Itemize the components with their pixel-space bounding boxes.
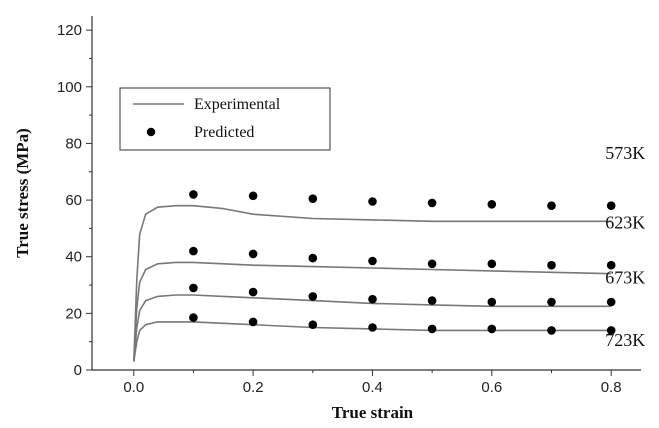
temperature-label: 573K [605, 143, 645, 163]
predicted-point-723K [487, 324, 497, 334]
y-tick-label: 20 [65, 305, 82, 322]
temperature-labels: 573K 623K 673K 723K [605, 143, 645, 350]
predicted-point-623K [427, 259, 437, 269]
predicted-point-723K [308, 320, 318, 330]
y-tick-label: 40 [65, 249, 82, 266]
temperature-label: 673K [605, 268, 645, 288]
predicted-point-623K [487, 259, 497, 269]
predicted-point-573K [189, 190, 198, 199]
predicted-point-673K [606, 297, 616, 307]
axes: 0.0 0.2 0.4 0.6 0.8 0 20 40 60 80 100 120 True strai… [13, 16, 641, 422]
legend-label-predicted: Predicted [194, 124, 254, 141]
predicted-point-673K [487, 297, 497, 307]
predicted-point-723K [606, 326, 616, 335]
predicted-point-723K [248, 317, 258, 327]
experimental-line-623K [133, 261, 612, 362]
legend: Experimental Predicted [119, 87, 331, 151]
predicted-point-673K [547, 297, 556, 307]
y-tick-label: 80 [65, 135, 82, 152]
predicted-point-623K [248, 249, 258, 259]
y-tick-label: 60 [65, 192, 82, 209]
temperature-label: 723K [605, 330, 645, 350]
experimental-lines [133, 204, 612, 362]
predicted-point-673K [368, 294, 377, 304]
predicted-point-673K [189, 283, 198, 293]
legend-dot-swatch [146, 127, 156, 137]
y-tick-label: 100 [57, 79, 82, 96]
x-tick-label: 0.8 [601, 379, 622, 396]
predicted-point-573K [368, 197, 377, 206]
x-tick-label: 0.0 [123, 379, 144, 396]
x-tick-label: 0.4 [362, 379, 383, 396]
predicted-point-673K [248, 287, 258, 297]
predicted-point-623K [547, 260, 556, 270]
legend-label-experimental: Experimental [194, 96, 281, 113]
predicted-point-623K [606, 260, 616, 270]
predicted-point-673K [308, 292, 318, 301]
y-tick-label: 120 [57, 22, 82, 39]
predicted-point-723K [427, 324, 437, 334]
predicted-point-673K [427, 296, 437, 305]
predicted-point-723K [189, 313, 198, 322]
temperature-label: 623K [605, 212, 645, 232]
predicted-point-723K [368, 323, 377, 332]
x-tick-label: 0.2 [243, 379, 264, 396]
predicted-points [189, 190, 616, 335]
predicted-point-573K [547, 201, 556, 210]
predicted-point-573K [248, 191, 258, 201]
legend-box [119, 87, 331, 151]
y-tick-label: 0 [74, 362, 82, 379]
x-axis-title: True strain [332, 403, 414, 422]
experimental-line-573K [133, 204, 612, 362]
predicted-point-573K [487, 200, 497, 209]
experimental-line-723K [133, 321, 612, 362]
predicted-point-573K [427, 198, 437, 208]
predicted-point-623K [189, 246, 198, 256]
predicted-point-573K [606, 201, 616, 210]
y-axis-title: True stress (MPa) [13, 128, 32, 258]
predicted-point-623K [368, 256, 377, 266]
predicted-point-573K [308, 194, 318, 203]
experimental-line-673K [133, 294, 612, 362]
predicted-point-723K [547, 326, 556, 335]
predicted-point-623K [308, 253, 318, 263]
x-tick-label: 0.6 [481, 379, 502, 396]
